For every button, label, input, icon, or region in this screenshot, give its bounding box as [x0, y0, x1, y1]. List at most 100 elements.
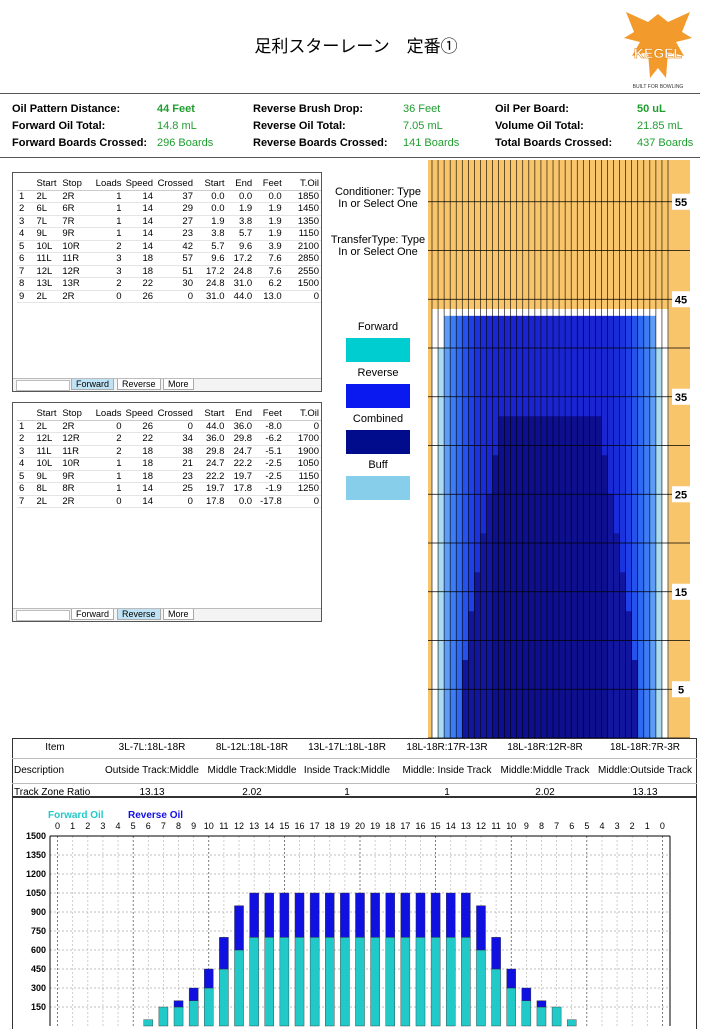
table-cell: 13R [62, 278, 80, 289]
bar-segment [536, 1000, 547, 1008]
data-table: Start Stop Loads Speed Crossed Start End Feet T.… [17, 408, 321, 508]
header-cell: Stop [62, 408, 82, 419]
table-cell: 18 [142, 458, 153, 469]
x-tick-label: 12 [476, 821, 486, 831]
x-tick-label: 8 [539, 821, 544, 831]
x-tick-label: 5 [584, 821, 589, 831]
bar-segment [309, 937, 320, 1027]
table-cell: 6 [19, 253, 25, 264]
x-tick-label: 20 [355, 821, 365, 831]
table-cell: 44.0 [233, 290, 253, 302]
foot-label: 45 [675, 294, 687, 306]
track-cell: Middle Track:Middle [207, 765, 297, 776]
x-tick-label: 4 [116, 821, 121, 831]
table-cell: 2550 [297, 265, 319, 277]
table-cell: 12L [36, 265, 53, 277]
foot-label-box [672, 291, 690, 308]
table-cell: 5 [19, 240, 25, 252]
table-cell: 17.8 [205, 495, 225, 507]
table-cell: 2R [62, 290, 75, 302]
table-cell: 7.6 [268, 265, 282, 277]
oil-cell [534, 416, 542, 738]
table-cell: 4 [19, 228, 25, 239]
table-row: 6 8L 8R 1 14 25 19.7 17.8 -1.9 1250 [17, 483, 321, 495]
header-cell: Speed [125, 408, 153, 419]
oil-cell [631, 315, 639, 738]
table-row: 6 11L 11R 3 18 57 9.6 17.2 7.6 2850 [17, 253, 321, 265]
x-tick-label: 13 [249, 821, 259, 831]
x-tick-label: 0 [660, 821, 665, 831]
bar-segment [566, 1019, 577, 1027]
x-tick-label: 10 [204, 821, 214, 831]
x-tick-label: 2 [85, 821, 90, 831]
bar-segment [445, 937, 456, 1027]
x-tick-label: 15 [431, 821, 441, 831]
table-row: 9 2L 2R 0 26 0 31.0 44.0 13.0 0 [17, 290, 321, 303]
bar-segment [385, 892, 395, 938]
table-cell: 24.7 [205, 458, 225, 469]
table-cell: 0 [313, 290, 319, 302]
table-cell: 1900 [297, 445, 319, 457]
table-cell: 31.0 [206, 290, 225, 302]
bar-segment [325, 937, 335, 1027]
y-tick-label: 300 [31, 983, 46, 993]
logo: KEGEL BUILT FOR BOWLING [624, 12, 692, 90]
track-cell: Track Zone Ratio [14, 787, 91, 798]
table-cell: -17.8 [260, 495, 282, 507]
table-cell: 2 [116, 445, 122, 457]
track-cell: 8L-12L:18L-18R [215, 742, 289, 753]
info-value: 14.8 mL [157, 120, 197, 132]
x-tick-label: 0 [55, 821, 60, 831]
foot-label: 25 [675, 489, 687, 501]
oil-cell [450, 315, 457, 738]
table-cell: 10L [36, 240, 53, 252]
bar-segment [476, 949, 486, 1027]
oil-cell [480, 533, 487, 738]
y-tick-label: 150 [31, 1002, 46, 1012]
track-cell: 2.02 [242, 787, 262, 798]
header-row: Start Stop Loads Speed Crossed Start End Feet T.… [17, 408, 321, 420]
x-tick-label: 1 [70, 821, 75, 831]
table-cell: 51 [182, 265, 193, 277]
table-cell: 11R [62, 445, 80, 457]
legend-label: Reverse [357, 367, 399, 379]
table-cell: 18 [142, 253, 154, 264]
bar-segment [294, 892, 305, 938]
bar-segment [158, 1006, 169, 1027]
y-tick-label: 1500 [26, 831, 46, 841]
table-row: 2 12L 12R 2 22 34 36.0 29.8 -6.2 1700 [17, 433, 321, 445]
table-cell: 2 [19, 433, 25, 444]
table-cell: 14 [142, 228, 154, 239]
x-tick-label: 14 [264, 821, 274, 831]
x-tick-label: 16 [415, 821, 425, 831]
oil-cell [613, 533, 620, 738]
table-cell: 10L [36, 458, 53, 469]
bar-segment [279, 937, 290, 1027]
info-value: 141 Boards [403, 137, 460, 149]
table-cell: 7 [19, 265, 25, 277]
sheet-tab: More [163, 379, 194, 390]
info-value: 44 Feet [157, 103, 195, 115]
bar-segment [400, 892, 411, 938]
header-cell [17, 408, 34, 420]
table-cell: 1 [116, 190, 122, 202]
x-tick-label: 19 [340, 821, 350, 831]
reverse-table-panel: Start Stop Loads Speed Crossed Start End Feet T.… [12, 402, 322, 622]
logo-text: KEGEL [634, 45, 683, 61]
info-label: Forward Oil Total: [12, 120, 106, 132]
track-cell: 18L-18R:12R-8R [507, 742, 583, 753]
bar-segment [355, 937, 365, 1027]
table-cell: 14 [142, 215, 154, 227]
table-row: 1 2L 2R 0 26 0 44.0 36.0 -8.0 0 [17, 420, 321, 433]
table-cell: 3 [19, 215, 25, 227]
oil-cell [583, 416, 590, 738]
table-cell: 1 [116, 228, 122, 239]
track-cell: Inside Track:Middle [303, 765, 391, 776]
table-cell: 1 [19, 420, 25, 432]
foot-label: 15 [675, 587, 687, 599]
oil-cell [516, 416, 524, 738]
oil-cell [577, 416, 584, 738]
bar-segment [279, 892, 290, 938]
y-tick-label: 900 [31, 907, 46, 917]
table-cell: 0 [116, 420, 122, 432]
